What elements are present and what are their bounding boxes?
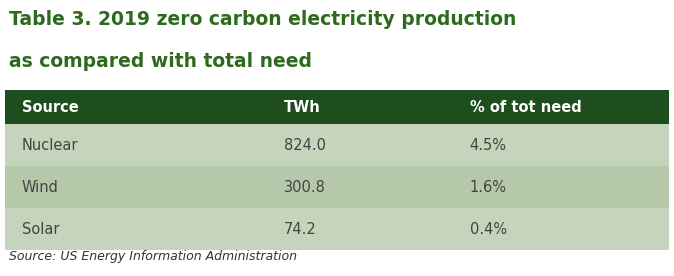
Text: 74.2: 74.2 bbox=[284, 222, 317, 237]
Text: as compared with total need: as compared with total need bbox=[9, 52, 312, 71]
Text: Table 3. 2019 zero carbon electricity production: Table 3. 2019 zero carbon electricity pr… bbox=[9, 10, 516, 29]
Text: Source: Source bbox=[22, 100, 78, 115]
Text: % of tot need: % of tot need bbox=[470, 100, 582, 115]
Bar bbox=[5, 124, 669, 166]
Text: TWh: TWh bbox=[284, 100, 321, 115]
Text: 1.6%: 1.6% bbox=[470, 179, 507, 195]
Text: Wind: Wind bbox=[22, 179, 59, 195]
Text: 300.8: 300.8 bbox=[284, 179, 326, 195]
Text: 824.0: 824.0 bbox=[284, 137, 326, 153]
Text: 4.5%: 4.5% bbox=[470, 137, 507, 153]
Bar bbox=[5, 90, 669, 124]
Text: Source: US Energy Information Administration: Source: US Energy Information Administra… bbox=[9, 250, 297, 263]
Text: 0.4%: 0.4% bbox=[470, 222, 507, 237]
Bar bbox=[5, 166, 669, 208]
Text: Nuclear: Nuclear bbox=[22, 137, 78, 153]
Bar bbox=[5, 208, 669, 250]
Text: Solar: Solar bbox=[22, 222, 59, 237]
